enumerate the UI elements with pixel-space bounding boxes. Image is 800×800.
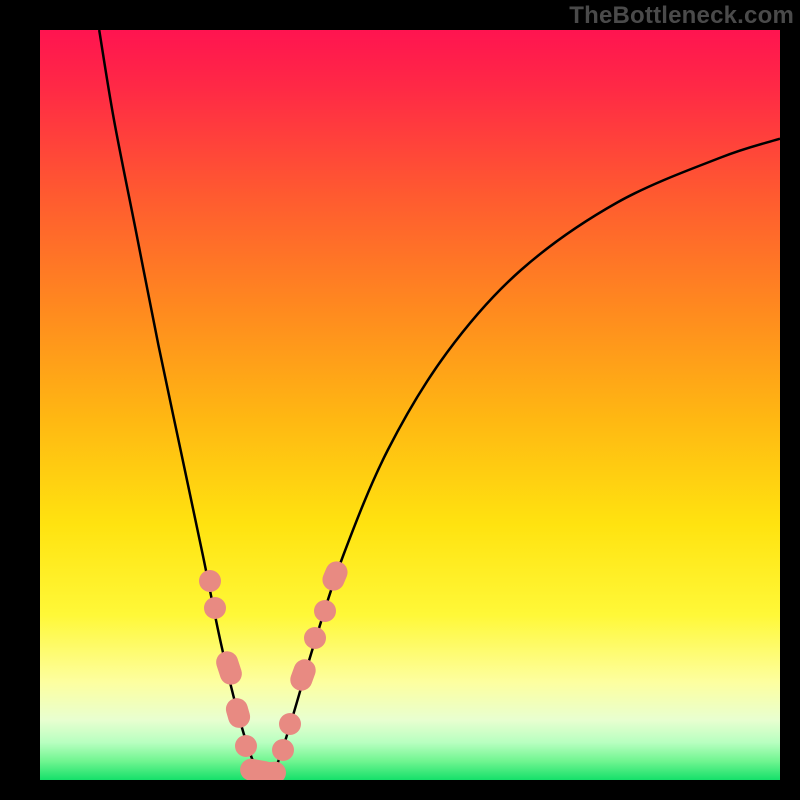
v-curve [99, 30, 780, 780]
data-marker [272, 739, 294, 761]
chart-canvas: TheBottleneck.com [0, 0, 800, 800]
data-marker [204, 597, 226, 619]
data-marker [304, 627, 326, 649]
data-marker [235, 735, 257, 757]
curve-layer [40, 30, 780, 780]
plot-area [40, 30, 780, 780]
data-marker [199, 570, 221, 592]
watermark-text: TheBottleneck.com [569, 2, 794, 30]
data-marker [279, 713, 301, 735]
data-marker [314, 600, 336, 622]
